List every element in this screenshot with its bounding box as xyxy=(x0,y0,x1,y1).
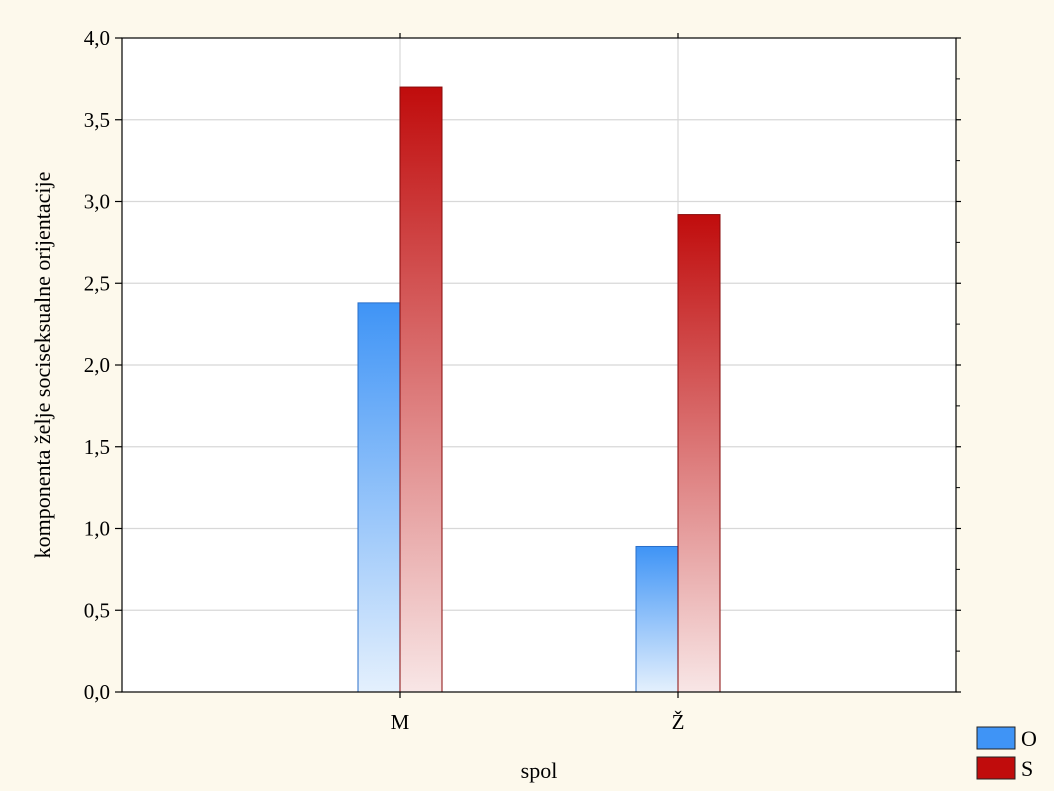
legend-label-O: O xyxy=(1021,726,1037,751)
x-tick-label: Ž xyxy=(672,710,685,734)
y-tick-label: 4,0 xyxy=(84,26,110,50)
y-axis-title: komponenta želje sociseksualne orijentac… xyxy=(30,172,55,559)
y-tick-label: 2,0 xyxy=(84,353,110,377)
bar-S-M xyxy=(399,86,443,693)
y-tick-label: 3,5 xyxy=(84,108,110,132)
x-axis-title: spol xyxy=(521,758,558,783)
y-tick-label: 1,5 xyxy=(84,435,110,459)
axis-ticks: 0,0 0,5 1,0 1,5 2,0 2,5 3,0 3,5 4,0 M Ž xyxy=(84,26,961,734)
legend-label-S: S xyxy=(1021,756,1033,781)
x-tick-label: M xyxy=(391,710,410,734)
legend-swatch-S xyxy=(976,756,1016,780)
y-tick-label: 0,0 xyxy=(84,680,110,704)
y-tick-label: 2,5 xyxy=(84,271,110,295)
y-tick-label: 1,0 xyxy=(84,517,110,541)
y-tick-label: 3,0 xyxy=(84,190,110,214)
bars xyxy=(357,86,721,693)
legend: OS xyxy=(976,726,1037,781)
y-tick-label: 0,5 xyxy=(84,598,110,622)
bar-O-Ž xyxy=(635,545,679,693)
bar-S-Ž xyxy=(677,214,721,693)
legend-swatch-O xyxy=(976,726,1016,750)
bar-O-M xyxy=(357,302,401,693)
